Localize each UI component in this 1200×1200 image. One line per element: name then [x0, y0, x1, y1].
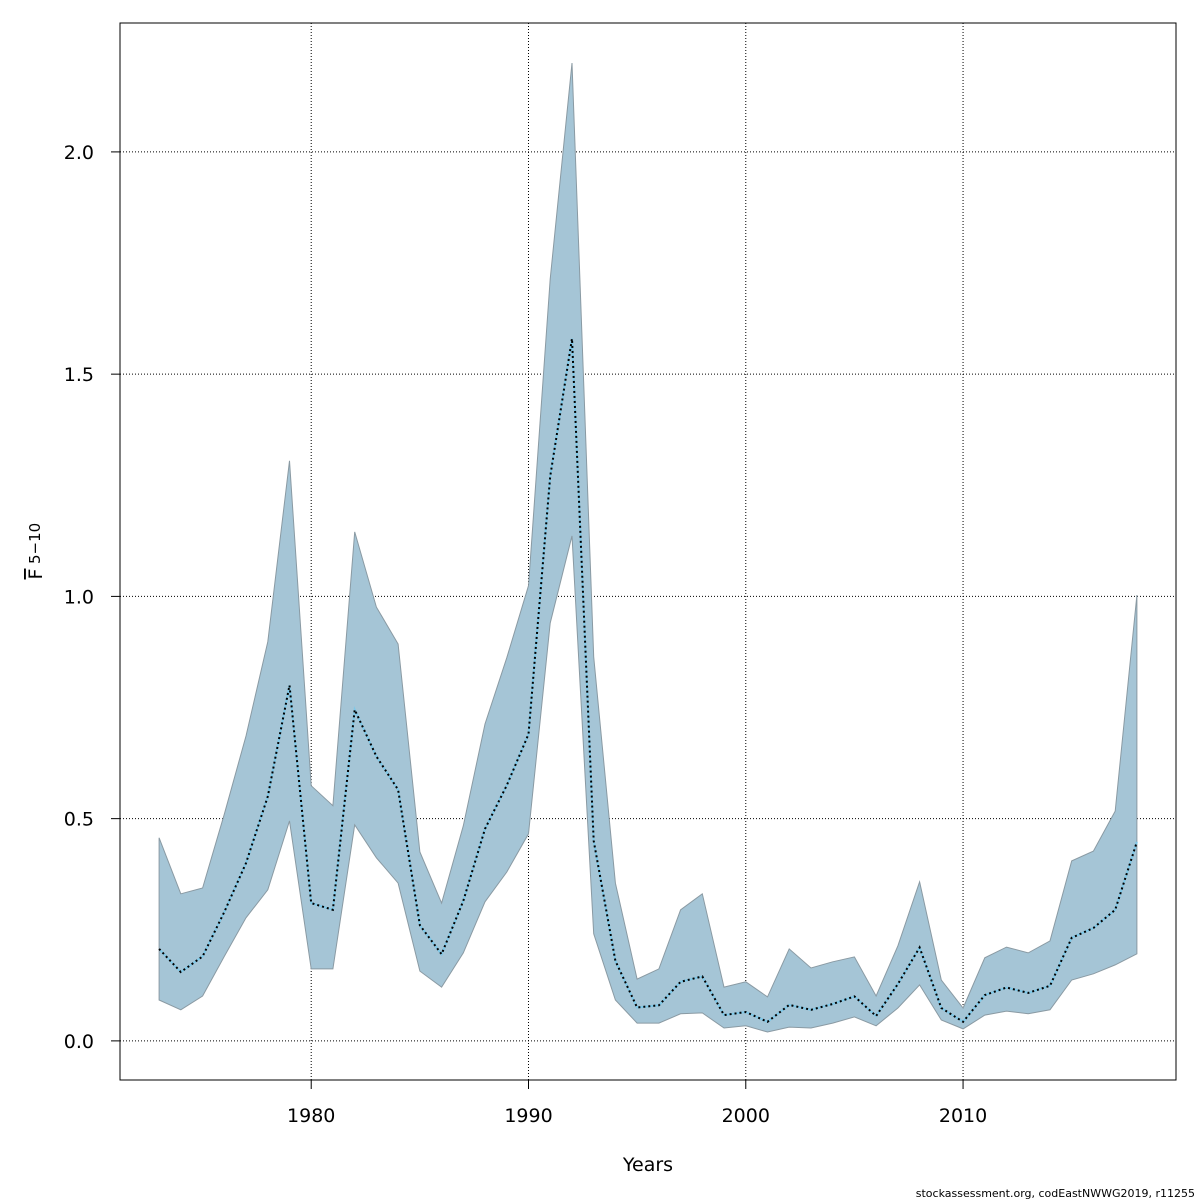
x-axis-label: Years — [622, 1154, 673, 1176]
y-axis: 0.0 0.5 1.0 1.5 2.0 — [64, 142, 120, 1053]
y-tick-label: 0.5 — [64, 809, 94, 831]
plot-frame — [119, 22, 1177, 1081]
y-axis-label-main: F — [25, 569, 47, 580]
y-axis-label-sub: 5−10 — [26, 523, 44, 564]
y-tick-label: 0.0 — [64, 1031, 94, 1053]
x-tick-label: 2010 — [939, 1105, 987, 1127]
x-tick-label: 1980 — [287, 1105, 335, 1127]
y-tick-label: 1.0 — [64, 586, 94, 608]
y-tick-label: 2.0 — [64, 142, 94, 164]
confidence-band — [158, 62, 1138, 1033]
y-axis-label: F 5−10 — [25, 523, 47, 580]
footer-credit: stockassessment.org, codEastNWWG2019, r1… — [916, 1187, 1195, 1200]
x-tick-label: 1990 — [504, 1105, 552, 1127]
grid — [120, 23, 1176, 1080]
estimate-line — [158, 338, 1138, 1024]
y-tick-label: 1.5 — [64, 364, 94, 386]
x-tick-label: 2000 — [722, 1105, 770, 1127]
x-axis: 1980 1990 2000 2010 — [287, 1080, 987, 1127]
